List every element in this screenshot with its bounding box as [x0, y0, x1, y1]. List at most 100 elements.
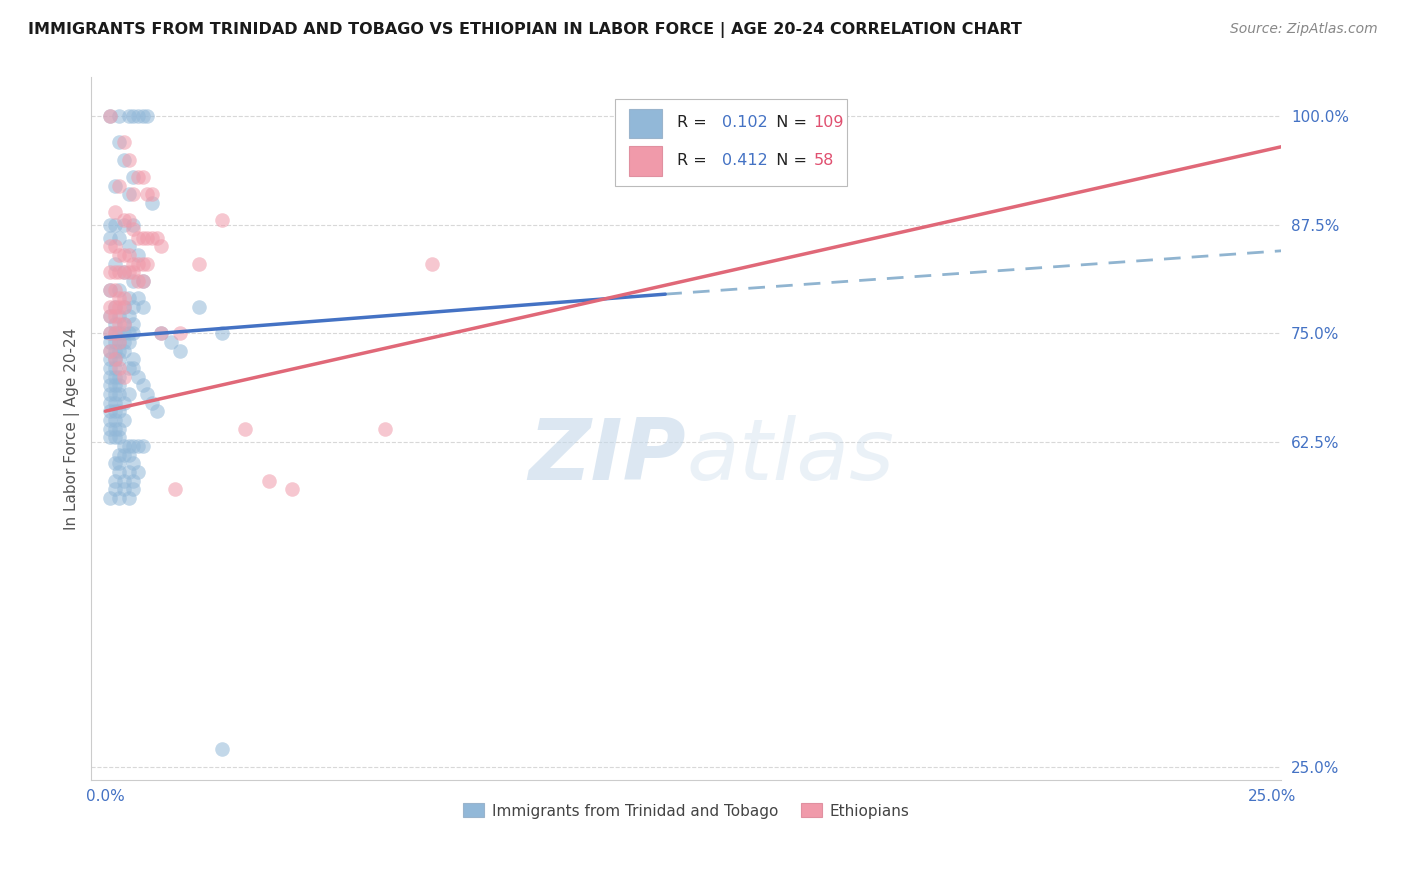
Text: 58: 58	[814, 153, 834, 169]
Point	[136, 110, 159, 124]
Point	[108, 265, 131, 279]
Point	[127, 465, 149, 479]
Point	[98, 239, 121, 253]
Point	[112, 265, 135, 279]
Point	[108, 283, 131, 297]
Point	[136, 387, 159, 401]
Point	[112, 213, 135, 227]
Point	[98, 413, 121, 427]
Point	[117, 326, 139, 341]
Point	[98, 283, 121, 297]
Text: 0.102: 0.102	[721, 115, 768, 129]
Point	[165, 482, 187, 496]
Point	[117, 265, 139, 279]
Point	[104, 334, 127, 349]
Point	[127, 292, 149, 306]
Point	[98, 360, 121, 375]
Point	[104, 360, 127, 375]
Point	[98, 378, 121, 392]
Legend: Immigrants from Trinidad and Tobago, Ethiopians: Immigrants from Trinidad and Tobago, Eth…	[457, 797, 915, 824]
Point	[108, 178, 131, 193]
Point	[108, 360, 131, 375]
Point	[98, 430, 121, 444]
Point	[257, 474, 280, 488]
Point	[104, 218, 127, 232]
Point	[122, 187, 145, 202]
Point	[122, 318, 145, 332]
Point	[104, 204, 127, 219]
Text: 0.412: 0.412	[721, 153, 768, 169]
Point	[108, 404, 131, 418]
Point	[98, 265, 121, 279]
Point	[104, 456, 127, 470]
Point	[112, 248, 135, 262]
Point	[141, 196, 163, 211]
Point	[117, 491, 139, 505]
Point	[117, 187, 139, 202]
Point	[108, 318, 131, 332]
Point	[112, 395, 135, 409]
Point	[98, 352, 121, 367]
Point	[104, 300, 127, 314]
Text: IMMIGRANTS FROM TRINIDAD AND TOBAGO VS ETHIOPIAN IN LABOR FORCE | AGE 20-24 CORR: IMMIGRANTS FROM TRINIDAD AND TOBAGO VS E…	[28, 22, 1022, 38]
Point	[108, 136, 131, 150]
Point	[112, 474, 135, 488]
Text: R =: R =	[676, 115, 711, 129]
Point	[108, 292, 131, 306]
Point	[98, 404, 121, 418]
Point	[112, 318, 135, 332]
Point	[117, 360, 139, 375]
Point	[108, 465, 131, 479]
Point	[104, 352, 127, 367]
Point	[98, 334, 121, 349]
Point	[108, 491, 131, 505]
Point	[117, 387, 139, 401]
Point	[117, 309, 139, 323]
Point	[127, 170, 149, 185]
Point	[122, 474, 145, 488]
Point	[98, 343, 121, 358]
Point	[98, 491, 121, 505]
Point	[104, 257, 127, 271]
Point	[169, 343, 191, 358]
Text: atlas: atlas	[686, 415, 894, 498]
Point	[169, 326, 191, 341]
Point	[112, 334, 135, 349]
Point	[145, 404, 167, 418]
Point	[150, 239, 173, 253]
Point	[98, 309, 121, 323]
Point	[104, 413, 127, 427]
Point	[117, 153, 139, 167]
Point	[127, 110, 149, 124]
Point	[104, 421, 127, 435]
Point	[131, 378, 153, 392]
Point	[108, 378, 131, 392]
Point	[122, 439, 145, 453]
Point	[108, 448, 131, 462]
Point	[108, 110, 131, 124]
Y-axis label: In Labor Force | Age 20-24: In Labor Force | Age 20-24	[65, 327, 80, 530]
Point	[117, 248, 139, 262]
Point	[104, 326, 127, 341]
Point	[112, 218, 135, 232]
Point	[112, 439, 135, 453]
Point	[112, 265, 135, 279]
Point	[108, 421, 131, 435]
Point	[127, 231, 149, 245]
Point	[211, 326, 233, 341]
Point	[122, 482, 145, 496]
Text: N =: N =	[766, 115, 813, 129]
Point	[112, 300, 135, 314]
Point	[187, 257, 209, 271]
Point	[131, 274, 153, 288]
Point	[104, 343, 127, 358]
Point	[145, 231, 167, 245]
Point	[122, 222, 145, 236]
Text: R =: R =	[676, 153, 711, 169]
Point	[98, 395, 121, 409]
Point	[127, 439, 149, 453]
Point	[654, 118, 676, 132]
Point	[122, 300, 145, 314]
Point	[108, 430, 131, 444]
Point	[141, 231, 163, 245]
